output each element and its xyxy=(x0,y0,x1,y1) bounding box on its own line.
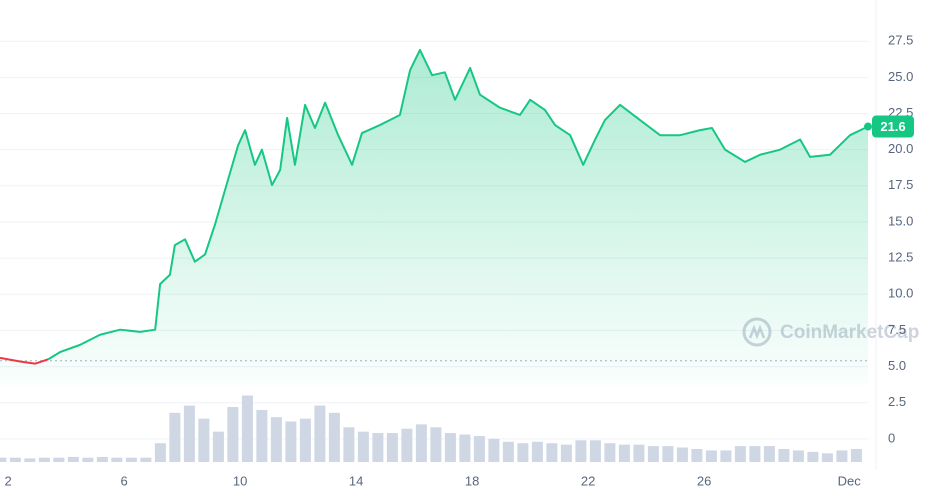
x-tick-label: 2 xyxy=(5,473,12,488)
volume-bar xyxy=(778,448,790,462)
volume-bar xyxy=(517,443,529,462)
y-tick-label: 2.5 xyxy=(888,394,906,409)
volume-bar xyxy=(459,434,471,462)
volume-bar xyxy=(125,457,137,462)
volume-bar xyxy=(676,447,688,462)
volume-bar xyxy=(415,424,427,462)
price-line xyxy=(0,356,49,365)
y-tick-label: 25.0 xyxy=(888,69,913,84)
volume-bar xyxy=(314,405,326,462)
volume-bar xyxy=(662,446,674,462)
volume-bar xyxy=(473,435,485,462)
x-tick-label: 14 xyxy=(349,473,363,488)
volume-bar xyxy=(198,418,210,462)
volume-bar xyxy=(720,450,732,462)
volume-bar xyxy=(140,457,152,462)
volume-bar xyxy=(212,431,224,462)
volume-bar xyxy=(183,405,195,462)
volume-bar xyxy=(734,446,746,462)
volume-bar xyxy=(618,444,630,462)
volume-bars xyxy=(0,395,862,462)
volume-bar xyxy=(154,443,166,462)
y-tick-label: 17.5 xyxy=(888,177,913,192)
volume-bar xyxy=(82,457,94,462)
volume-bar xyxy=(836,450,848,462)
volume-bar xyxy=(531,441,543,462)
volume-bar xyxy=(488,438,500,462)
volume-bar xyxy=(850,448,862,462)
x-tick-label: 10 xyxy=(233,473,247,488)
x-tick-label: Dec xyxy=(838,473,862,488)
volume-bar xyxy=(285,421,297,462)
volume-bar xyxy=(430,427,442,462)
y-tick-label: 20.0 xyxy=(888,141,913,156)
y-tick-label: 15.0 xyxy=(888,213,913,228)
volume-bar xyxy=(575,440,587,462)
volume-bar xyxy=(386,433,398,462)
volume-bar xyxy=(705,450,717,462)
y-tick-label: 10.0 xyxy=(888,286,913,301)
volume-bar xyxy=(821,453,833,462)
volume-bar xyxy=(589,440,601,462)
x-tick-label: 26 xyxy=(697,473,711,488)
volume-bar xyxy=(227,407,239,462)
price-label-bg xyxy=(872,115,914,138)
volume-bar xyxy=(357,431,369,462)
price-label: 21.6 xyxy=(880,119,905,134)
volume-bar xyxy=(67,456,79,462)
volume-bar xyxy=(604,443,616,462)
y-tick-label: 27.5 xyxy=(888,33,913,48)
volume-bar xyxy=(343,427,355,462)
volume-bar xyxy=(633,444,645,462)
y-tick-label: 7.5 xyxy=(888,322,906,337)
volume-bar xyxy=(328,412,340,462)
volume-bar xyxy=(53,457,65,462)
plot xyxy=(0,48,872,385)
volume-bar xyxy=(96,456,108,462)
volume-bar xyxy=(444,433,456,462)
volume-bar xyxy=(256,409,268,462)
volume-bar xyxy=(546,443,558,462)
volume-bar xyxy=(24,458,36,462)
last-point xyxy=(864,122,872,131)
volume-bar xyxy=(9,457,21,462)
y-tick-label: 0 xyxy=(888,430,895,445)
axis: 02.55.07.510.012.515.017.520.022.525.027… xyxy=(5,33,914,488)
volume-bar xyxy=(0,457,7,462)
x-tick-label: 18 xyxy=(465,473,479,488)
volume-bar xyxy=(807,451,819,462)
volume-bar xyxy=(502,441,514,462)
volume-bar xyxy=(763,446,775,462)
x-tick-label: 22 xyxy=(581,473,595,488)
volume-bar xyxy=(270,417,282,462)
volume-bar xyxy=(111,457,123,462)
volume-bar xyxy=(372,433,384,462)
volume-bar xyxy=(241,395,253,462)
volume-bar xyxy=(299,418,311,462)
volume-bar xyxy=(749,446,761,462)
volume-bar xyxy=(560,444,572,462)
volume-bar xyxy=(792,450,804,462)
y-tick-label: 12.5 xyxy=(888,250,913,265)
volume-bar xyxy=(38,457,50,462)
price-area xyxy=(0,49,868,385)
volume-bar xyxy=(691,448,703,462)
volume-bar xyxy=(647,446,659,462)
price-line xyxy=(47,48,869,361)
y-tick-label: 5.0 xyxy=(888,358,906,373)
x-tick-label: 6 xyxy=(121,473,128,488)
volume-bar xyxy=(401,428,413,462)
volume-bar xyxy=(169,412,181,462)
